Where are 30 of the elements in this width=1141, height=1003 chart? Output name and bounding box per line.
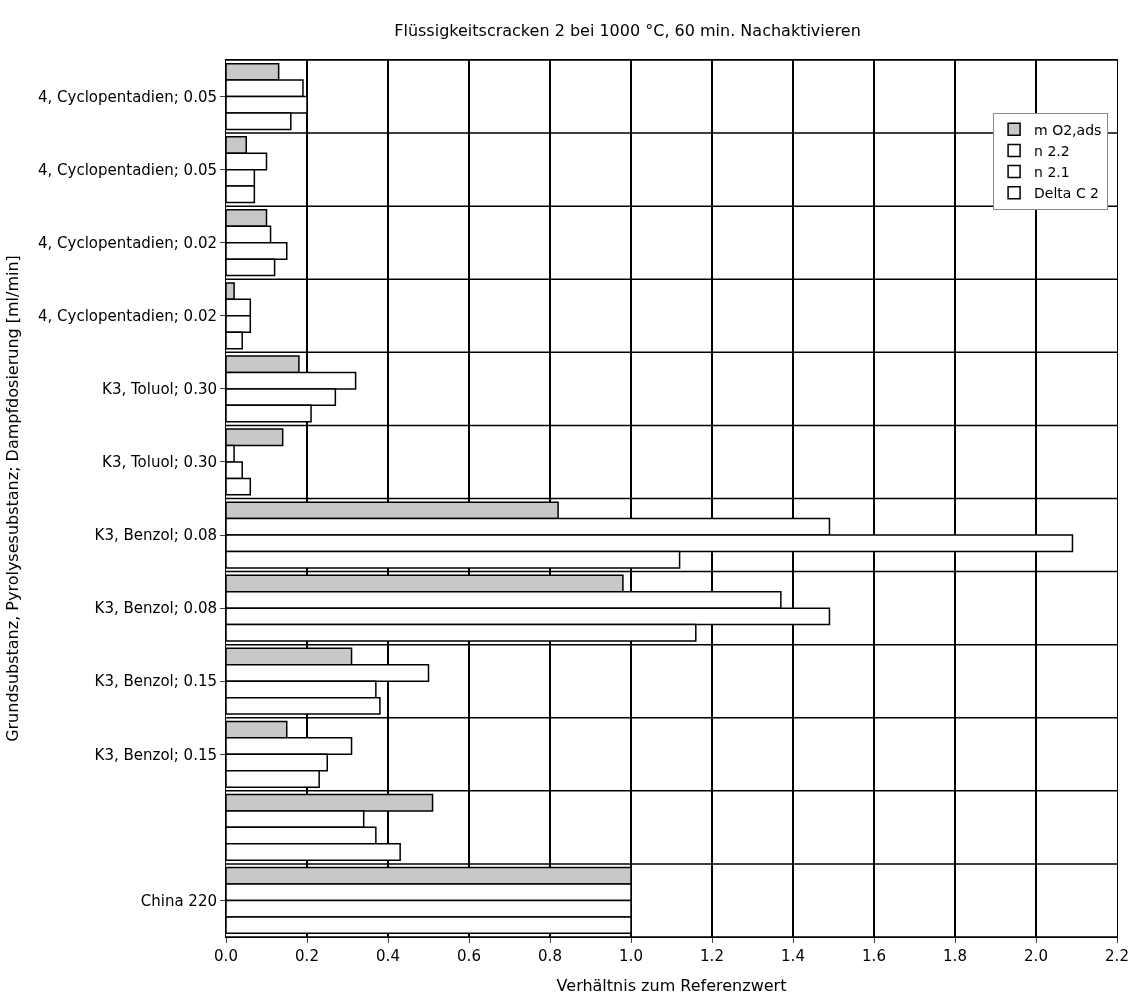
x-tick-label: 1.6 — [862, 947, 886, 965]
y-tick-label: 4, Cyclopentadien; 0.05 — [38, 87, 217, 106]
legend-label: m O2,ads — [1034, 121, 1102, 138]
y-tick-label: 4, Cyclopentadien; 0.02 — [38, 307, 217, 326]
x-tick-label: 0.8 — [538, 947, 562, 965]
y-tick-label: K3, Benzol; 0.08 — [94, 599, 217, 618]
x-tick-label: 0.0 — [214, 947, 238, 965]
x-tick-label: 1.8 — [943, 947, 967, 965]
x-tick-label: 2.2 — [1105, 947, 1129, 965]
x-tick-label: 2.0 — [1024, 947, 1048, 965]
legend-label: n 2.1 — [1034, 164, 1070, 181]
legend-label: n 2.2 — [1034, 142, 1070, 159]
y-tick-label: China 220 — [140, 891, 217, 910]
x-tick-label: 0.4 — [376, 947, 400, 965]
legend-label: Delta C 2 — [1034, 185, 1100, 202]
y-axis-title: Grundsubstanz, Pyrolysesubstanz; Dampfdosierung [ml/min] — [2, 255, 22, 742]
x-tick-label: 1.0 — [619, 947, 643, 965]
x-tick-label: 1.4 — [781, 947, 805, 965]
y-tick-label: K3, Benzol; 0.15 — [94, 745, 217, 764]
x-axis-title: Verhältnis zum Referenzwert — [556, 975, 787, 995]
y-tick-label: 4, Cyclopentadien; 0.02 — [38, 233, 217, 252]
y-tick-label: K3, Benzol; 0.15 — [94, 672, 217, 691]
y-tick-label: K3, Toluol; 0.30 — [102, 380, 217, 399]
x-tick-label: 1.2 — [700, 947, 724, 965]
x-tick-label: 0.6 — [457, 947, 481, 965]
y-tick-label: K3, Toluol; 0.30 — [102, 453, 217, 472]
x-tick-label: 0.2 — [295, 947, 319, 965]
y-tick-label: 4, Cyclopentadien; 0.05 — [38, 160, 217, 179]
chart-title: Flüssigkeitscracken 2 bei 1000 °C, 60 min. Nachaktivieren — [394, 21, 861, 41]
y-tick-label: K3, Benzol; 0.08 — [94, 526, 217, 545]
